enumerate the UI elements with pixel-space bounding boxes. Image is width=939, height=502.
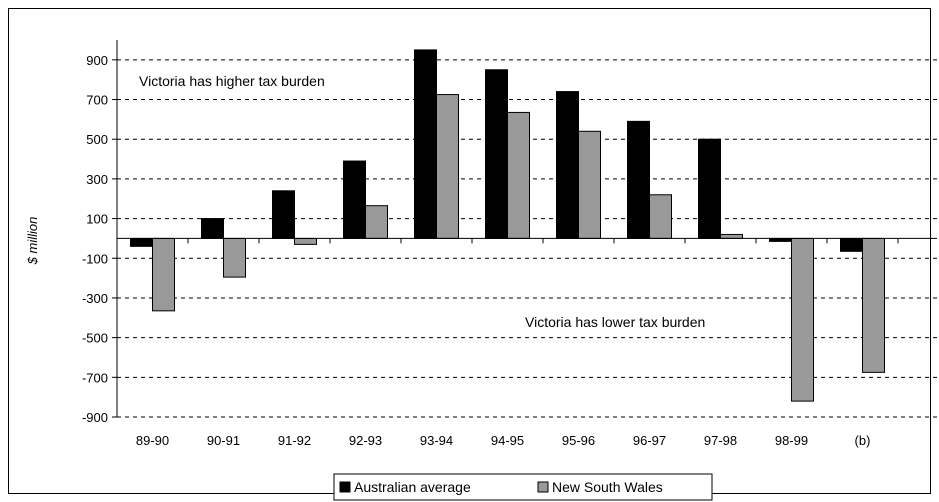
y-tick-label: -100 xyxy=(82,251,108,266)
bar-new-south-wales-91-92 xyxy=(294,237,317,245)
bars xyxy=(130,49,885,402)
bar-new-south-wales-93-94 xyxy=(436,94,459,239)
bar-new-south-wales-95-96 xyxy=(578,130,601,239)
bar-australian-average-b xyxy=(840,237,863,252)
x-tick-label: 95-96 xyxy=(562,433,595,448)
x-tick-label: 92-93 xyxy=(349,433,382,448)
x-tick-label: (b) xyxy=(855,433,871,448)
y-tick-label: -900 xyxy=(82,410,108,425)
annotation-higher: Victoria has higher tax burden xyxy=(139,73,325,89)
y-tick-label: -700 xyxy=(82,370,108,385)
bar-australian-average-92-93 xyxy=(343,160,366,239)
x-tick-label: 96-97 xyxy=(633,433,666,448)
x-tick-label: 93-94 xyxy=(420,433,453,448)
y-tick-labels: 900 700 500 300 100 -100 -300 -500 -700 -900 xyxy=(82,53,108,425)
legend-swatch-australian-average xyxy=(339,481,351,493)
legend-box xyxy=(333,473,713,501)
bar-new-south-wales-92-93 xyxy=(365,205,388,239)
y-axis-label: $ million xyxy=(25,217,40,266)
bar-australian-average-93-94 xyxy=(414,49,437,239)
x-tick-label: 94-95 xyxy=(491,433,524,448)
y-tick-label: 100 xyxy=(86,212,108,227)
axes xyxy=(112,40,937,418)
bar-new-south-wales-94-95 xyxy=(507,111,530,239)
bar-australian-average-94-95 xyxy=(485,69,508,239)
legend-swatch-new-south-wales xyxy=(537,481,549,493)
x-tick-label: 90-91 xyxy=(207,433,240,448)
y-tick-label: 900 xyxy=(86,53,108,68)
bar-new-south-wales-96-97 xyxy=(649,194,672,239)
y-tick-label: -300 xyxy=(82,291,108,306)
x-tick-labels: 89-90 90-91 91-92 92-93 93-94 94-95 95-96 96-97… xyxy=(136,433,871,448)
legend-label-new-south-wales: New South Wales xyxy=(552,479,663,495)
bar-new-south-wales-89-90 xyxy=(152,237,175,312)
bar-australian-average-97-98 xyxy=(698,138,721,239)
bar-australian-average-95-96 xyxy=(556,91,579,239)
bar-australian-average-96-97 xyxy=(627,120,650,239)
y-tick-label: 300 xyxy=(86,172,108,187)
bar-new-south-wales-98-99 xyxy=(791,237,814,402)
y-tick-label: -500 xyxy=(82,331,108,346)
y-tick-label: 700 xyxy=(86,93,108,108)
bar-australian-average-91-92 xyxy=(272,190,295,239)
x-tick-label: 91-92 xyxy=(278,433,311,448)
x-tick-label: 97-98 xyxy=(704,433,737,448)
bar-new-south-wales-b xyxy=(862,237,885,373)
legend: Australian average New South Wales xyxy=(333,473,713,501)
x-tick-label: 98-99 xyxy=(775,433,808,448)
legend-label-australian-average: Australian average xyxy=(354,479,471,495)
bar-australian-average-90-91 xyxy=(201,218,224,239)
bar-new-south-wales-90-91 xyxy=(223,237,246,278)
bar-australian-average-89-90 xyxy=(130,237,153,247)
x-tick-label: 89-90 xyxy=(136,433,169,448)
y-tick-label: 500 xyxy=(86,132,108,147)
annotation-lower: Victoria has lower tax burden xyxy=(525,314,705,330)
bar-new-south-wales-97-98 xyxy=(720,233,743,239)
